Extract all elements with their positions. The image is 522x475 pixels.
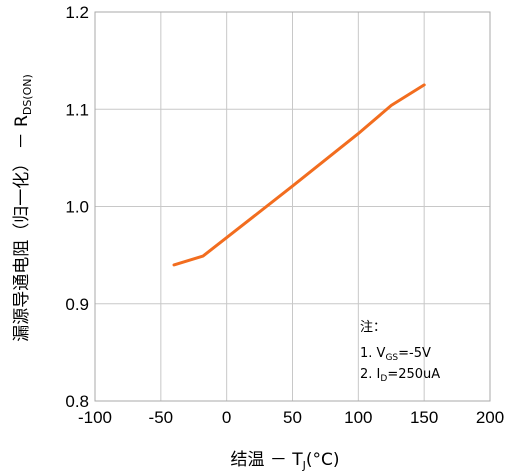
y-tick-label: 0.9: [65, 295, 89, 314]
x-tick-labels: -100 -50 0 50 100 150 200: [78, 408, 504, 427]
series-line: [172, 83, 426, 267]
note-box: 注： 1. VGS=-5V 2. ID=250uA: [360, 320, 440, 384]
y-tick-label: 1.2: [65, 3, 89, 22]
x-tick-label: 100: [344, 408, 372, 427]
x-tick-label: 0: [222, 408, 231, 427]
note-line-2: 2. ID=250uA: [360, 367, 440, 384]
x-tick-label: -50: [149, 408, 174, 427]
note-line-1: 1. VGS=-5V: [360, 346, 431, 363]
y-tick-label: 0.8: [65, 392, 89, 411]
series-group: [172, 83, 426, 267]
y-tick-label: 1.1: [65, 100, 89, 119]
x-tick-label: 200: [476, 408, 504, 427]
plot-area-border: [94, 11, 491, 402]
x-tick-label: 50: [283, 408, 302, 427]
grid-lines: [95, 12, 490, 401]
y-tick-labels: 0.8 0.9 1.0 1.1 1.2: [65, 3, 89, 411]
x-tick-label: -100: [78, 408, 112, 427]
y-tick-label: 1.0: [65, 198, 89, 217]
x-axis-label: 结温 － TJ(°C): [230, 450, 339, 472]
x-tick-label: 150: [410, 408, 438, 427]
note-title: 注：: [360, 320, 386, 335]
y-axis-label: 漏源导通电阻（归一化） － RDS(ON): [12, 74, 34, 342]
